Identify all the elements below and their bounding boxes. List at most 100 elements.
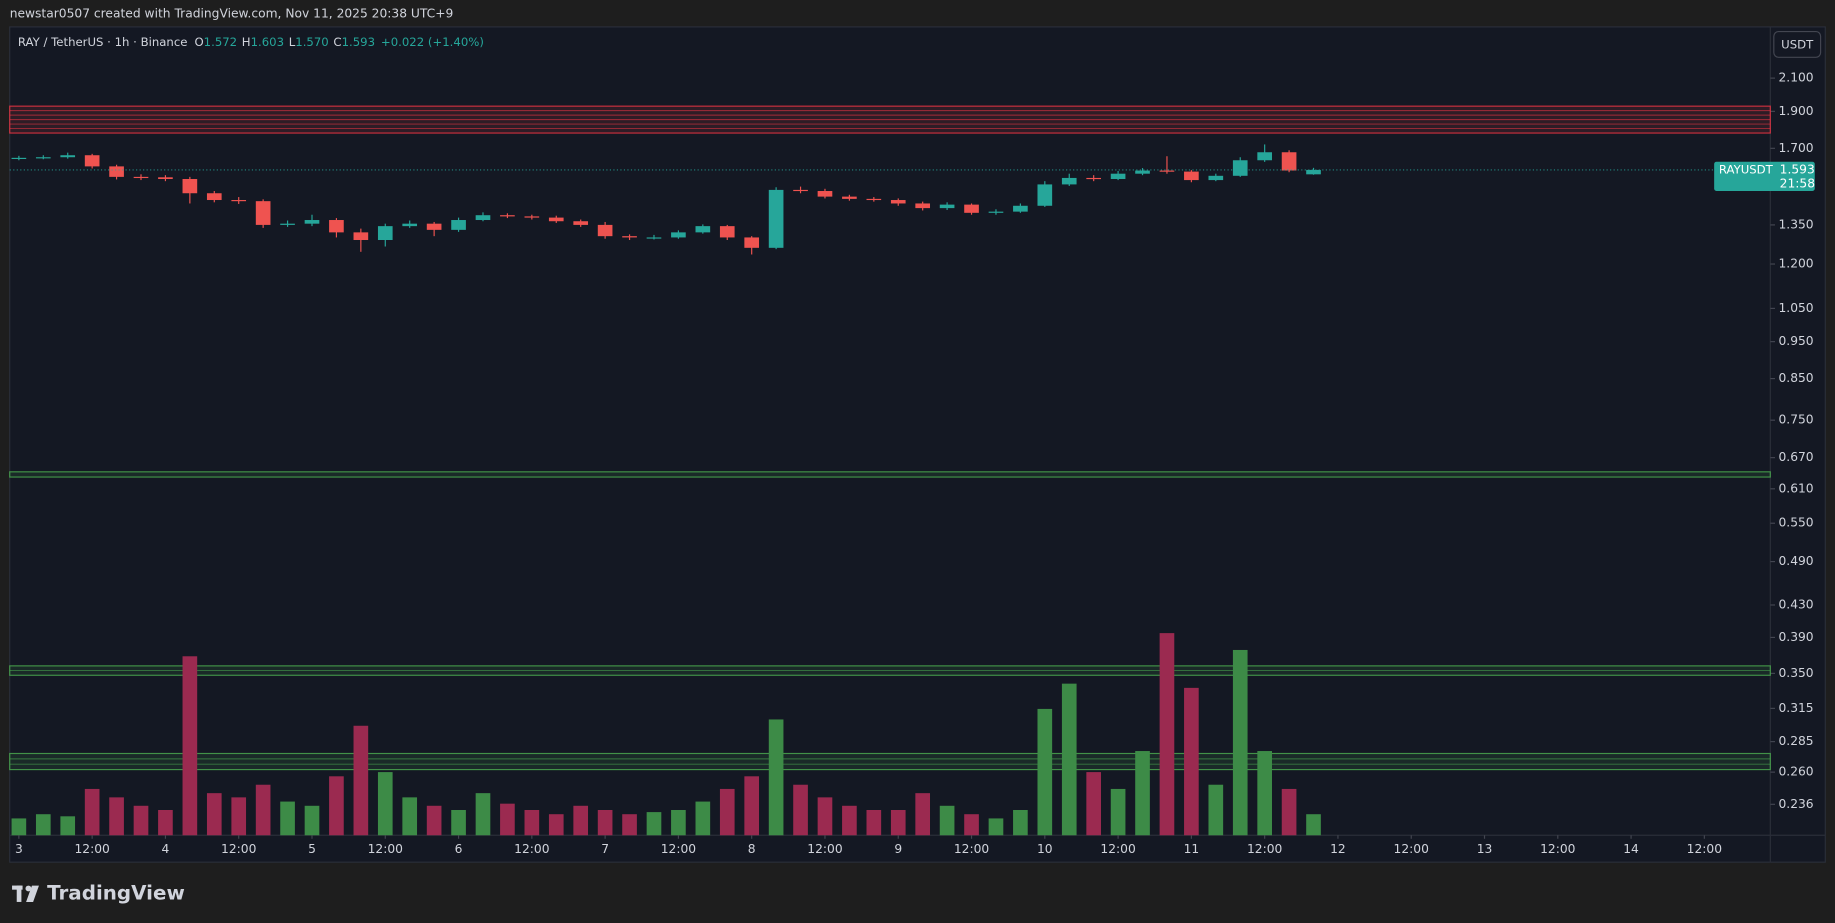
volume-bar [1037,708,1053,836]
currency: USDT [1781,38,1814,52]
candle-body [1061,177,1077,185]
volume-bar [1232,649,1248,836]
volume-bar [60,816,76,836]
volume-bar [84,788,100,836]
x-tick-label: 12:00 [661,842,696,856]
y-tick-label: 0.260 [1778,765,1813,779]
x-tick-label: 6 [455,842,463,856]
x-tick-label: 13 [1477,842,1493,856]
volume-bar [793,784,808,836]
x-tick-label: 5 [308,842,316,856]
candle-body [84,155,100,167]
volume-bar [842,805,857,836]
candle-body [671,232,686,238]
y-tick-label: 0.850 [1778,371,1813,385]
volume-bar [719,788,735,836]
candle-body [622,236,637,238]
volume-bar [866,809,882,836]
open-label: O [194,35,203,49]
candle-body [377,226,393,241]
volume-bar [1306,814,1321,836]
candle-body [255,201,271,225]
close-value: 1.593 [342,35,375,49]
candle-body [939,204,955,209]
volume-bar [1061,683,1077,836]
candle-body [915,203,931,209]
candle-body [768,189,784,248]
volume-bar [964,814,979,836]
volume-bar [817,797,833,836]
candle-body [60,155,76,158]
volume-bar [182,656,198,836]
low-value: 1.570 [295,35,328,49]
candle-body [158,177,173,180]
volume-bar [35,814,51,836]
y-tick-label: 0.315 [1778,701,1813,715]
high-label: H [242,35,251,49]
volume-bar [1086,772,1102,836]
volume-bar [988,818,1004,836]
open-value: 1.572 [204,35,237,49]
x-tick-label: 12:00 [74,842,109,856]
volume-bar [744,776,760,836]
x-tick-label: 12:00 [954,842,989,856]
volume-bar [231,797,247,836]
x-tick-label: 12:00 [368,842,403,856]
y-tick-label: 2.100 [1778,71,1813,85]
candle-body [304,220,320,224]
y-tick-label: 0.350 [1778,666,1813,680]
candle-body [475,215,491,221]
volume-bar [1184,687,1199,836]
candle-body [1110,173,1126,180]
price-tag-symbol: RAYUSDT [1719,162,1774,176]
candle-body [1159,170,1175,172]
candle-body [597,224,613,237]
zone [9,752,1771,771]
x-tick-label: 9 [894,842,902,856]
candle-body [964,204,979,213]
x-tick-label: 10 [1037,842,1053,856]
candle-body [11,157,27,160]
volume-bar [353,725,369,836]
candle-body [1037,184,1053,206]
price-tag-value: 1.593 [1780,162,1815,176]
volume-bar [377,772,393,836]
x-tick-label: 7 [601,842,609,856]
volume-bar [402,797,418,836]
volume-bar [1110,788,1126,836]
volume-bar [548,814,564,836]
candle-body [548,217,564,222]
x-tick-label: 12:00 [807,842,842,856]
candle-body [231,200,247,202]
candle-body [451,220,466,230]
candle-body [744,237,760,248]
x-tick-label: 12:00 [221,842,256,856]
y-tick-label: 0.285 [1778,734,1813,748]
y-tick-label: 0.490 [1778,554,1813,568]
y-tick-label: 1.900 [1778,104,1813,118]
volume-bar [1281,788,1297,836]
low-label: L [289,35,296,49]
candle-body [646,237,662,239]
candle-body [402,223,418,227]
volume-bar [11,818,27,836]
currency-box[interactable] [1773,31,1822,58]
y-tick-label: 0.236 [1778,797,1813,811]
close-label: C [333,35,341,49]
brand-logo [12,885,39,902]
candle-body [35,157,51,159]
volume-bar [329,776,344,836]
candle-body [1257,152,1272,161]
volume-bar [646,812,662,836]
y-tick-label: 0.610 [1778,481,1813,495]
volume-bar [133,805,149,836]
x-tick-label: 14 [1623,842,1639,856]
x-tick-label: 12:00 [1687,842,1722,856]
volume-bar [573,805,589,836]
volume-bar [524,809,540,836]
volume-bar [622,814,637,836]
candle-body [524,216,540,218]
candle-body [842,196,857,199]
